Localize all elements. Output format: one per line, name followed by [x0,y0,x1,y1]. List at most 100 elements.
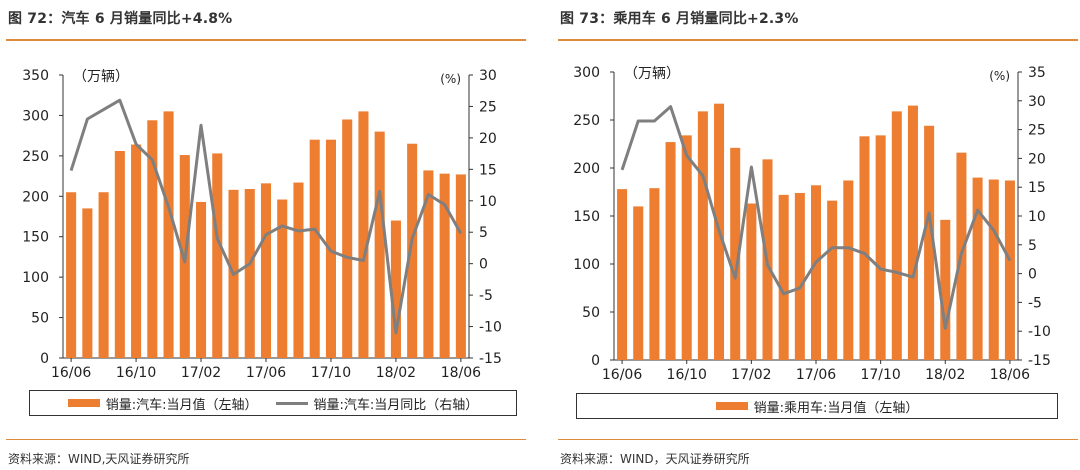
legend-item-line: 销量:汽车:当月同比（右轴） [275,394,479,413]
source-note: 资料来源：WIND,天风证券研究所 [8,452,190,466]
right-tick-label: 10 [1028,209,1046,225]
right-tick-label: 25 [479,99,497,115]
bar [342,119,353,358]
left-tick-label: 300 [22,108,49,124]
bar [147,120,158,358]
bar [681,135,692,360]
bar [455,174,466,358]
right-tick-label: 15 [479,162,497,178]
right-tick-label: -5 [479,288,493,304]
bar [940,219,951,360]
right-tick-label: -15 [1028,353,1051,369]
passenger-car-sales-chart: 0 50 100 150 200 250 300 -15 -10 -5 0 5 10 15 20 25 30 35… [573,65,1051,383]
bar [277,199,288,358]
legend-bar-swatch [67,399,100,407]
bar [309,139,320,358]
legend-item-bar: 销量:汽车:当月值（左轴） [67,394,258,413]
right-tick-label: 20 [1028,151,1046,167]
source-rule [558,439,1078,440]
left-unit-label: （万辆） [624,66,680,82]
legend-item-bar: 销量:乘用车:当月值（左轴） [715,397,919,416]
bar [260,183,272,358]
bar [794,192,805,360]
right-tick-label: -10 [1028,324,1051,340]
bar [810,185,822,360]
bar [697,111,708,360]
right-tick-label: 0 [1028,267,1037,283]
bar [665,142,676,360]
x-tick-label: 18/02 [376,365,416,381]
right-tick-label: 10 [479,194,497,210]
bar [827,200,838,360]
bar [163,111,174,358]
left-tick-label: 150 [22,230,49,246]
right-tick-label: -10 [479,320,502,336]
bar [617,189,628,360]
bar [114,151,125,358]
bar [374,131,385,358]
right-tick-label: 30 [479,68,497,84]
x-tick-label: 16/06 [602,367,642,383]
bar [212,153,223,358]
bar [358,111,369,358]
bar [293,182,304,358]
bar [746,203,757,360]
left-tick-label: 250 [573,113,600,129]
x-tick-label: 17/06 [796,367,836,383]
legend-bar-label: 销量:乘用车:当月值（左轴） [753,400,919,416]
left-tick-label: 100 [573,257,600,273]
left-tick-label: 50 [31,311,49,327]
left-tick-label: 200 [22,189,49,205]
bar [859,136,870,360]
chart-panel-right: 图 73：乘用车 6 月销量同比+2.3% 0 50 100 150 200 250 300… [552,0,1080,470]
title-rule [6,39,526,41]
left-tick-label: 250 [22,149,49,165]
x-tick-label: 18/02 [925,367,965,383]
bar [843,180,854,360]
bar [778,194,789,360]
chart-legend: 销量:乘用车:当月值（左轴） [576,393,1058,419]
bar [649,188,660,360]
bar [730,147,741,360]
right-tick-label: 0 [479,257,488,273]
right-tick-label: -5 [1028,295,1042,311]
bar [439,173,450,358]
chart-panel-left: 图 72：汽车 6 月销量同比+4.8% 0 50 100 150 200 250 300 3… [0,0,530,470]
left-tick-label: 300 [573,65,600,81]
bar [891,111,902,360]
right-tick-label: 30 [1028,94,1046,110]
x-tick-label: 17/06 [246,365,286,381]
title-rule [558,39,1078,41]
right-tick-label: 5 [479,225,488,241]
bar [131,144,142,358]
bar [98,192,109,358]
source-rule [6,439,526,440]
legend-bar-label: 销量:汽车:当月值（左轴） [105,397,258,413]
figure-title: 图 72：汽车 6 月销量同比+4.8% [8,11,233,27]
bar [196,201,207,358]
figure-title: 图 73：乘用车 6 月销量同比+2.3% [560,11,799,27]
bar [407,143,418,358]
x-tick-label: 17/02 [731,367,771,383]
car-sales-chart: 0 50 100 150 200 250 300 350 -15 -10 -5 0 5 10 15 20 25 3… [22,68,502,381]
bar [972,177,983,360]
source-note: 资料来源：WIND，天风证券研究所 [560,452,750,466]
right-tick-label: 25 [1028,123,1046,139]
x-tick-label: 17/10 [860,367,900,383]
bar [66,192,77,358]
bar [82,208,93,358]
x-tick-label: 16/06 [51,365,91,381]
right-tick-label: 35 [1028,65,1046,81]
x-tick-label: 17/02 [181,365,221,381]
x-tick-label: 18/06 [990,367,1030,383]
x-tick-label: 18/06 [441,365,481,381]
bar [633,206,644,360]
bar [423,170,434,358]
right-tick-label: 5 [1028,238,1037,254]
bar [390,220,401,358]
right-unit-label: (%) [989,69,1010,83]
bar [875,135,886,360]
right-tick-label: -15 [479,351,502,367]
legend-line-label: 销量:汽车:当月同比（右轴） [313,397,479,413]
right-tick-label: 15 [1028,180,1046,196]
